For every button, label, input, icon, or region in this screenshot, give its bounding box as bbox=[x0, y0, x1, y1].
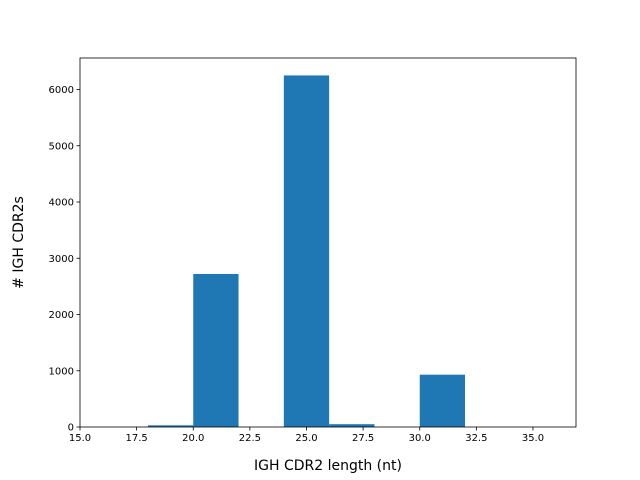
histogram-bar bbox=[283, 75, 330, 427]
x-tick-label: 35.0 bbox=[522, 433, 544, 444]
x-tick-label: 17.5 bbox=[125, 433, 147, 444]
x-tick-label: 20.0 bbox=[182, 433, 204, 444]
y-tick-label: 1000 bbox=[49, 366, 74, 377]
histogram-bar bbox=[419, 374, 466, 427]
x-tick-label: 15.0 bbox=[69, 433, 91, 444]
histogram-bar bbox=[193, 274, 239, 427]
y-tick-label: 2000 bbox=[49, 310, 74, 321]
x-axis-label: IGH CDR2 length (nt) bbox=[254, 458, 402, 474]
bars-layer bbox=[147, 75, 466, 427]
y-axis: 0 1000 2000 3000 4000 5000 6000 bbox=[49, 85, 80, 434]
y-tick-label: 5000 bbox=[49, 141, 74, 152]
y-axis-label: # IGH CDR2s bbox=[11, 196, 27, 289]
plot-frame bbox=[79, 57, 577, 428]
x-tick-label: 32.5 bbox=[465, 433, 487, 444]
y-tick-label: 4000 bbox=[49, 198, 74, 209]
x-tick-label: 27.5 bbox=[352, 433, 374, 444]
x-tick-label: 22.5 bbox=[239, 433, 261, 444]
y-tick-label: 6000 bbox=[49, 85, 74, 96]
x-tick-label: 30.0 bbox=[409, 433, 431, 444]
x-tick-label: 25.0 bbox=[295, 433, 317, 444]
y-tick-label: 3000 bbox=[49, 254, 74, 265]
histogram-bar bbox=[147, 425, 194, 427]
x-axis: 15.0 17.5 20.0 22.5 25.0 27.5 30.0 32.5 35.0 bbox=[69, 427, 544, 444]
histogram-bar bbox=[329, 424, 375, 427]
y-tick-label: 0 bbox=[68, 423, 74, 434]
